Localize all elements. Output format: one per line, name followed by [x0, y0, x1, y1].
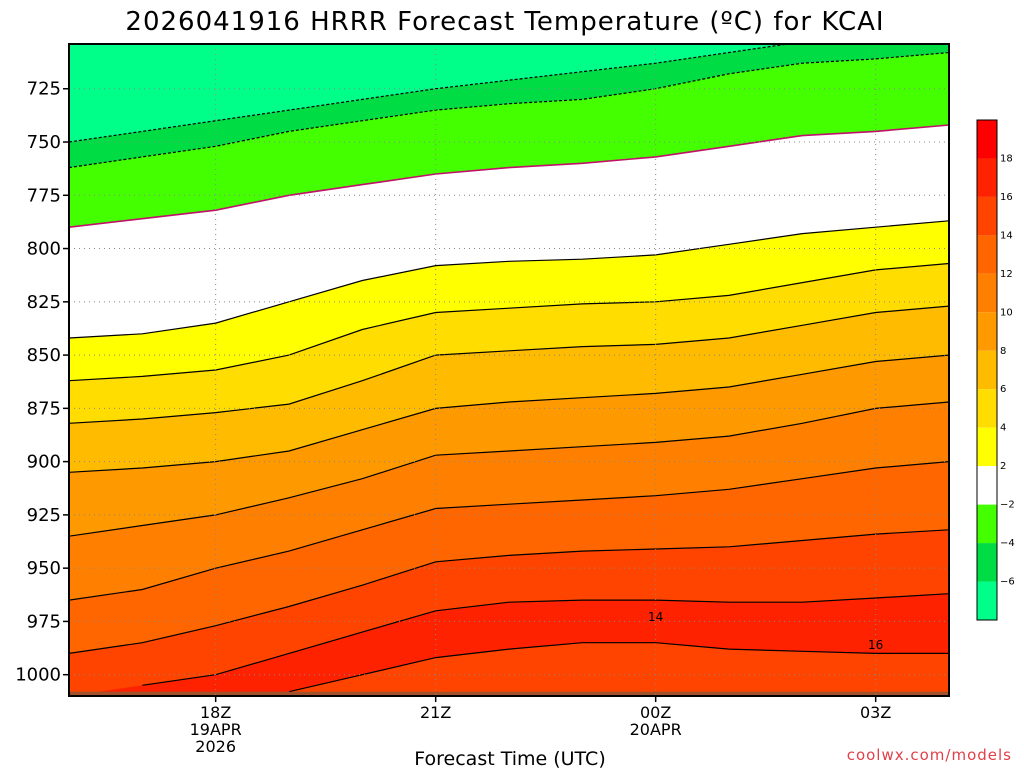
- temperature-field: [69, 44, 949, 696]
- y-tick-label: 950: [27, 558, 61, 579]
- colorbar-label: 4: [1000, 423, 1006, 434]
- colorbar-label: 10: [1000, 307, 1013, 318]
- y-axis: 725 750 775 800 825 850 875 900 925 950 975 1000: [15, 79, 69, 686]
- y-tick-label: 750: [27, 132, 61, 153]
- x-tick-label: 18Z: [200, 703, 231, 722]
- y-tick-label: 900: [27, 452, 61, 473]
- y-tick-label: 1000: [15, 665, 61, 686]
- isotherm-8: [69, 354, 949, 473]
- x-tick-label: 2026: [195, 737, 236, 756]
- colorbar-label: 12: [1000, 269, 1013, 280]
- isotherm-14: [69, 529, 949, 654]
- x-tick-label: 21Z: [420, 703, 451, 722]
- contour-label: 14: [648, 610, 663, 624]
- isotherm-12: [69, 460, 949, 601]
- y-tick-label: 825: [27, 292, 61, 313]
- y-tick-label: 800: [27, 239, 61, 260]
- colorbar-swatch: [977, 581, 997, 620]
- colorbar-swatch: [977, 466, 997, 505]
- plot-frame: [68, 43, 950, 697]
- temp-band-below--6: [69, 44, 788, 142]
- colorbar-label: 18: [1000, 153, 1013, 164]
- colorbar-swatch: [977, 312, 997, 351]
- chart-title: 2026041916 HRRR Forecast Temperature (ºC…: [125, 7, 884, 37]
- colorbar-frame: [976, 119, 998, 621]
- colorbar-label: 16: [1000, 192, 1013, 203]
- colorbar-swatch: [977, 273, 997, 313]
- isotherm-6: [69, 305, 949, 424]
- y-tick-label: 775: [27, 185, 61, 206]
- colorbar-swatch: [977, 543, 997, 582]
- colorbar-swatch: [977, 504, 997, 544]
- x-tick-label: 19APR: [190, 720, 242, 739]
- y-tick-label: 850: [27, 345, 61, 366]
- isotherm--6: [69, 44, 792, 143]
- colorbar-label: −2: [1000, 500, 1015, 511]
- colorbar-swatch: [977, 120, 997, 159]
- colorbar-swatch: [977, 196, 997, 236]
- credit-text: coolwx.com/models: [847, 746, 1012, 764]
- y-tick-label: 875: [27, 398, 61, 419]
- y-tick-label: 725: [27, 79, 61, 100]
- x-axis: 18Z19APR202621Z00Z20APR03Z06Z09Z: [190, 696, 891, 756]
- isotherm-16: [142, 593, 949, 686]
- colorbar-label: −6: [1000, 577, 1015, 588]
- contour-label: 16: [868, 638, 883, 652]
- x-tick-label: 03Z: [860, 703, 891, 722]
- colorbar-swatch: [977, 427, 997, 467]
- colorbar-swatch: [977, 235, 997, 274]
- isotherm-10: [69, 401, 949, 537]
- grid: [69, 44, 949, 696]
- colorbar-label: 8: [1000, 346, 1006, 357]
- x-tick-label: 00Z: [640, 703, 671, 722]
- ground-surface: [69, 691, 949, 696]
- isotherm-18: [288, 642, 949, 693]
- colorbar-label: 2: [1000, 461, 1006, 472]
- contour-labels: 48141416: [648, 610, 883, 652]
- colorbar: 18 16 14 12 10 8 6 4 2 −2 −4 −6: [976, 119, 1015, 621]
- colorbar-label: −4: [1000, 538, 1015, 549]
- colorbar-swatch: [977, 389, 997, 428]
- isotherm--4: [69, 51, 949, 169]
- x-axis-title: Forecast Time (UTC): [414, 748, 605, 768]
- x-tick-label: 20APR: [630, 720, 682, 739]
- y-tick-label: 975: [27, 611, 61, 632]
- colorbar-swatch: [977, 350, 997, 390]
- colorbar-label: 6: [1000, 384, 1006, 395]
- y-tick-label: 925: [27, 505, 61, 526]
- colorbar-label: 14: [1000, 230, 1013, 241]
- colorbar-swatch: [977, 158, 997, 197]
